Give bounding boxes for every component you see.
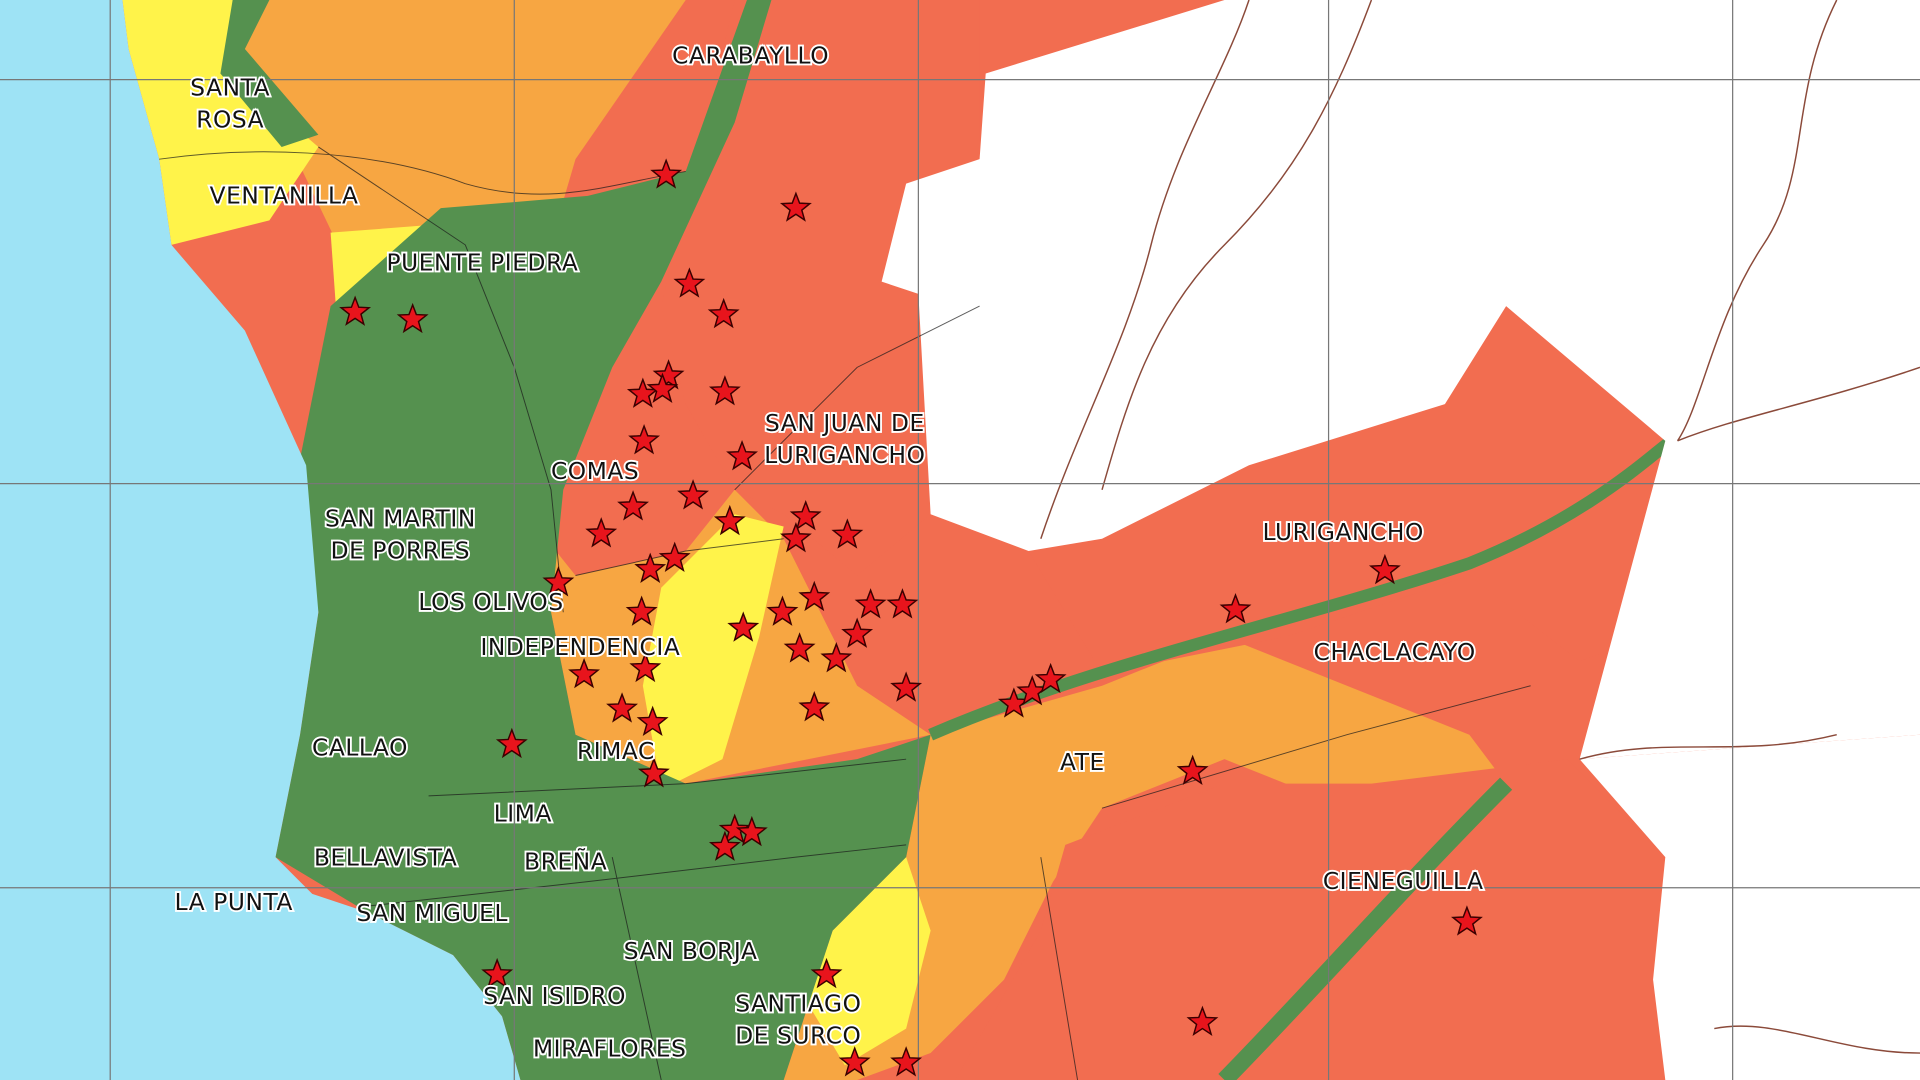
star-marker: [658, 541, 691, 572]
star-marker: [568, 657, 601, 689]
red-zone: [1028, 306, 1739, 674]
star-marker: [339, 295, 372, 326]
star-marker: [542, 566, 575, 597]
district-label: SAN JUAN DE: [765, 410, 925, 437]
district-label: INDEPENDENCIA: [480, 634, 680, 661]
district-label: DE SURCO: [735, 1022, 861, 1049]
star-marker: [798, 690, 831, 722]
red-zone: [661, 0, 980, 576]
star-marker: [838, 1046, 871, 1077]
star-marker: [726, 439, 758, 471]
star-marker: [886, 588, 919, 619]
district-label: LIMA: [494, 801, 552, 828]
star-marker: [841, 617, 874, 648]
star-marker: [783, 632, 816, 663]
star-marker: [673, 267, 706, 298]
river-valley: [1218, 777, 1513, 1080]
star-marker: [1368, 553, 1401, 585]
star-marker: [798, 580, 831, 612]
star-marker: [628, 424, 661, 455]
star-marker: [637, 757, 670, 788]
star-marker: [625, 595, 658, 626]
star-marker: [1451, 905, 1483, 936]
district-label: LURIGANCHO: [764, 442, 925, 469]
district-label: ROSA: [196, 106, 264, 133]
star-marker: [810, 957, 843, 989]
orange-zone: [220, 0, 1543, 1080]
star-marker: [636, 705, 669, 737]
star-marker: [890, 1046, 923, 1077]
star-marker: [652, 359, 685, 390]
district-label: LOS OLIVOS: [418, 589, 563, 616]
rivers: [1040, 0, 1920, 1054]
star-marker: [677, 479, 709, 510]
district-label: MIRAFLORES: [533, 1036, 687, 1063]
star-marker: [634, 552, 667, 583]
star-marker: [629, 651, 662, 683]
district-label: LURIGANCHO: [1263, 519, 1424, 546]
sea: [0, 0, 521, 1080]
district-label: CHACLACAYO: [1314, 639, 1476, 666]
district-label: SAN MARTIN: [325, 506, 476, 533]
star-marker: [708, 375, 741, 406]
district-label: BELLAVISTA: [314, 845, 457, 872]
star-marker: [585, 517, 618, 548]
yellow-zone: [642, 514, 784, 790]
star-marker: [1219, 593, 1252, 624]
star-marker: [650, 158, 683, 189]
star-marker: [1176, 754, 1209, 786]
star-marker: [1186, 1005, 1219, 1037]
outside-area: [1579, 734, 1920, 1080]
star-marker: [779, 191, 812, 222]
district-label: RIMAC: [577, 738, 655, 765]
district-label: LA PUNTA: [175, 889, 293, 916]
star-marker: [707, 297, 740, 329]
star-marker: [831, 518, 864, 549]
stars: [339, 158, 1483, 1077]
star-marker: [481, 957, 514, 989]
star-marker: [789, 499, 822, 531]
star-marker: [708, 830, 741, 861]
district-label: BREÑA: [524, 847, 607, 875]
star-marker: [727, 611, 760, 642]
outside-area: [881, 0, 1920, 760]
yellow-zone: [122, 0, 319, 245]
star-marker: [396, 302, 429, 334]
star-marker: [890, 671, 923, 702]
district-label: COMAS: [551, 458, 639, 485]
green-plain: [220, 0, 319, 147]
district-label: SAN BORJA: [624, 938, 758, 965]
district-label: SAN MIGUEL: [356, 900, 508, 927]
district-label: DE PORRES: [331, 537, 471, 564]
district-label: SANTA: [190, 75, 270, 102]
star-marker: [713, 504, 746, 536]
district-label: CIENEGUILLA: [1323, 868, 1484, 895]
star-marker: [606, 692, 638, 723]
district-label: ATE: [1060, 749, 1105, 776]
star-marker: [854, 588, 887, 619]
star-marker: [646, 372, 679, 403]
district-label: SAN ISIDRO: [483, 983, 626, 1010]
district-label: SANTIAGO: [735, 990, 861, 1017]
star-marker: [495, 727, 528, 759]
labels: CARABAYLLO SANTA ROSA VENTANILLA PUENTE PIED…: [173, 41, 1485, 1065]
star-marker: [766, 595, 799, 626]
yellow-zone: [808, 857, 931, 1066]
district-label: CALLAO: [312, 735, 408, 762]
star-marker: [617, 490, 649, 521]
star-marker: [718, 813, 751, 844]
star-marker: [1034, 662, 1067, 694]
river-valley: [928, 435, 1675, 741]
green-plain: [275, 0, 931, 1080]
red-zone: [955, 759, 1666, 1080]
district-label: VENTANILLA: [210, 182, 359, 209]
district-label: CARABAYLLO: [672, 43, 829, 70]
district-label: PUENTE PIEDRA: [386, 250, 578, 277]
star-marker: [779, 522, 812, 553]
star-marker: [735, 815, 768, 847]
star-marker: [820, 642, 853, 673]
